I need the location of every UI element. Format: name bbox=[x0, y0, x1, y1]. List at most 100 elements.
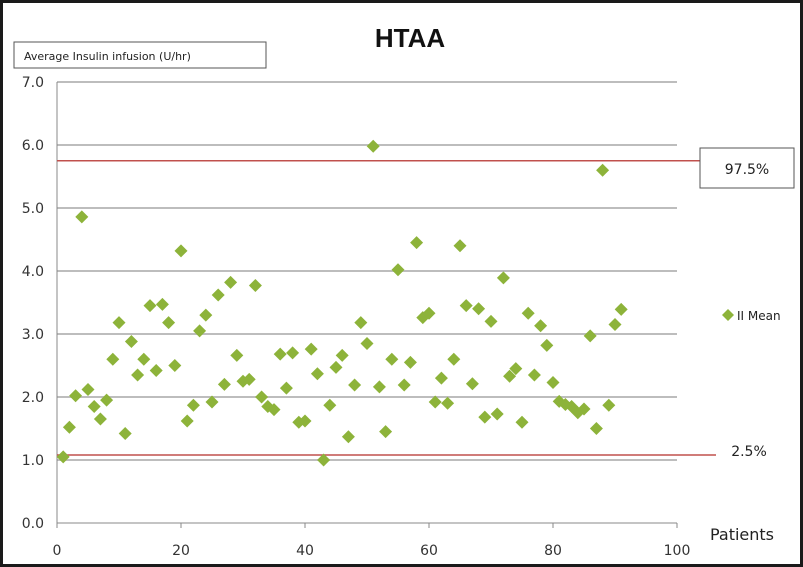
x-axis-label: Patients bbox=[710, 525, 774, 544]
data-point bbox=[453, 239, 467, 253]
upper-percentile-box bbox=[699, 147, 795, 189]
data-point bbox=[205, 395, 219, 409]
data-point bbox=[534, 319, 548, 333]
data-point bbox=[515, 415, 529, 429]
data-point bbox=[155, 297, 169, 311]
data-point bbox=[391, 263, 405, 277]
y-tick-label: 6.0 bbox=[22, 138, 44, 154]
data-point bbox=[441, 396, 455, 410]
data-point bbox=[602, 398, 616, 412]
data-point bbox=[614, 302, 628, 316]
data-point bbox=[230, 348, 244, 362]
reference-lines bbox=[57, 160, 716, 456]
data-point bbox=[174, 244, 188, 258]
data-point bbox=[273, 347, 287, 361]
data-point bbox=[112, 316, 126, 330]
y-tick-label: 2.0 bbox=[22, 390, 44, 406]
data-point bbox=[186, 398, 200, 412]
lower-percentile-label: 2.5% bbox=[731, 444, 767, 460]
data-point bbox=[118, 427, 132, 441]
data-point bbox=[527, 368, 541, 382]
data-point bbox=[310, 367, 324, 381]
y-axis-label-box bbox=[13, 41, 267, 69]
axes bbox=[56, 82, 678, 528]
data-point bbox=[100, 393, 114, 407]
data-point bbox=[360, 336, 374, 350]
data-point bbox=[589, 422, 603, 435]
data-point bbox=[484, 314, 498, 328]
data-point bbox=[286, 346, 300, 360]
data-point bbox=[509, 362, 523, 376]
x-tick-label: 20 bbox=[172, 543, 190, 559]
x-tick-label: 40 bbox=[296, 543, 314, 559]
chart-title: HTAA bbox=[375, 23, 446, 53]
data-point bbox=[608, 318, 622, 332]
data-point bbox=[323, 398, 337, 412]
data-point bbox=[472, 302, 486, 316]
data-point bbox=[242, 372, 256, 386]
x-tick-label: 60 bbox=[420, 543, 438, 559]
y-tick-label: 0.0 bbox=[22, 516, 44, 532]
data-point bbox=[137, 352, 151, 366]
data-point bbox=[124, 335, 138, 349]
data-point bbox=[403, 355, 417, 369]
y-tick-label: 7.0 bbox=[22, 75, 44, 91]
data-point bbox=[81, 382, 95, 396]
upper-percentile-label: 97.5% bbox=[725, 162, 769, 178]
data-point bbox=[348, 378, 362, 392]
x-tick-labels: 0 20 40 60 80 100 bbox=[53, 543, 691, 559]
data-point bbox=[248, 278, 262, 292]
legend: II Mean bbox=[722, 309, 781, 323]
data-point bbox=[75, 210, 89, 224]
data-point bbox=[478, 410, 492, 424]
y-axis-label: Average Insulin infusion (U/hr) bbox=[24, 50, 191, 63]
data-point bbox=[224, 275, 238, 289]
data-point bbox=[428, 395, 442, 409]
data-point bbox=[143, 299, 157, 313]
y-tick-label: 3.0 bbox=[22, 327, 44, 343]
data-point bbox=[255, 390, 269, 404]
data-point bbox=[149, 364, 163, 378]
x-tick-label: 100 bbox=[664, 543, 691, 559]
data-point bbox=[447, 352, 461, 366]
data-point bbox=[168, 359, 182, 372]
data-point bbox=[317, 453, 331, 467]
data-point bbox=[490, 407, 504, 421]
data-point bbox=[372, 380, 386, 394]
data-point bbox=[180, 414, 194, 428]
y-tick-label: 5.0 bbox=[22, 201, 44, 217]
data-point bbox=[304, 342, 318, 356]
data-point bbox=[56, 450, 70, 464]
data-point bbox=[379, 425, 393, 439]
data-points bbox=[56, 139, 628, 467]
data-point bbox=[329, 360, 343, 374]
data-point bbox=[496, 271, 510, 285]
x-tick-label: 0 bbox=[53, 543, 62, 559]
data-point bbox=[577, 402, 591, 416]
data-point bbox=[93, 412, 107, 426]
data-point bbox=[546, 376, 560, 390]
data-point bbox=[434, 371, 448, 385]
data-point bbox=[335, 348, 349, 362]
y-tick-label: 4.0 bbox=[22, 264, 44, 280]
legend-label: II Mean bbox=[737, 309, 781, 323]
data-point bbox=[106, 352, 120, 366]
x-tick-label: 80 bbox=[544, 543, 562, 559]
data-point bbox=[596, 163, 610, 177]
data-point bbox=[267, 403, 281, 417]
data-point bbox=[298, 414, 312, 428]
data-point bbox=[521, 306, 535, 320]
gridlines bbox=[57, 81, 677, 461]
data-point bbox=[162, 316, 176, 330]
data-point bbox=[540, 338, 554, 352]
data-point bbox=[69, 389, 83, 403]
data-point bbox=[131, 368, 145, 382]
data-point bbox=[279, 381, 293, 395]
y-tick-labels: 0.0 1.0 2.0 3.0 4.0 5.0 6.0 7.0 bbox=[22, 75, 44, 532]
data-point bbox=[87, 399, 101, 413]
data-point bbox=[583, 329, 597, 343]
data-point bbox=[422, 306, 436, 320]
data-point bbox=[385, 352, 399, 366]
data-point bbox=[410, 236, 424, 250]
